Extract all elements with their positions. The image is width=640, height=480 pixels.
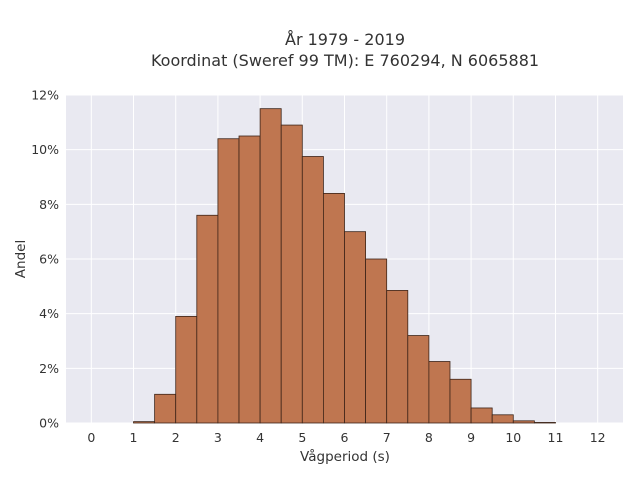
y-axis-label: Andel [13, 240, 29, 278]
histogram-bar [407, 335, 430, 424]
histogram-bar [512, 420, 535, 424]
x-tick-label: 0 [87, 430, 95, 445]
x-tick-label: 8 [425, 430, 433, 445]
histogram-bar [386, 290, 409, 424]
x-tick-label: 1 [130, 430, 138, 445]
x-tick-layer: 0 1 2 3 4 5 6 7 8 9 10 11 12 [87, 430, 605, 445]
histogram-bar [301, 156, 324, 424]
histogram-bar [491, 414, 514, 424]
histogram-bar [428, 361, 451, 424]
histogram-bar [238, 135, 261, 424]
x-tick-label: 5 [298, 430, 306, 445]
x-tick-label: 4 [256, 430, 264, 445]
histogram-bar [217, 138, 240, 424]
histogram-bar [533, 422, 556, 424]
y-tick-layer: 0% 2% 4% 6% 8% 10% 12% [31, 88, 59, 431]
y-tick-label: 8% [39, 197, 59, 212]
x-tick-label: 3 [214, 430, 222, 445]
y-tick-label: 12% [31, 88, 59, 103]
histogram-bar [133, 421, 156, 424]
histogram-bar [154, 393, 177, 424]
x-tick-label: 9 [467, 430, 475, 445]
x-tick-label: 6 [341, 430, 349, 445]
histogram-bar [323, 192, 345, 424]
y-tick-label: 10% [31, 142, 59, 157]
histogram-bar [470, 407, 493, 424]
chart-subtitle: Koordinat (Sweref 99 TM): E 760294, N 60… [151, 51, 539, 70]
chart-title: År 1979 - 2019 [285, 30, 405, 49]
histogram-bar [344, 231, 366, 424]
x-tick-label: 10 [505, 430, 521, 445]
histogram-bar [175, 315, 198, 424]
x-tick-label: 11 [548, 430, 564, 445]
histogram-bar [259, 108, 282, 424]
x-tick-label: 2 [172, 430, 180, 445]
y-tick-label: 6% [39, 252, 59, 267]
x-tick-label: 12 [590, 430, 606, 445]
histogram-bar [449, 378, 472, 424]
histogram-bar [365, 258, 388, 424]
y-tick-label: 0% [39, 416, 59, 431]
x-axis-label: Vågperiod (s) [300, 448, 390, 465]
histogram-bar [196, 214, 219, 424]
x-tick-label: 7 [383, 430, 391, 445]
y-tick-label: 4% [39, 306, 59, 321]
y-tick-label: 2% [39, 361, 59, 376]
histogram-bar [280, 124, 303, 424]
bar-layer [133, 108, 556, 424]
